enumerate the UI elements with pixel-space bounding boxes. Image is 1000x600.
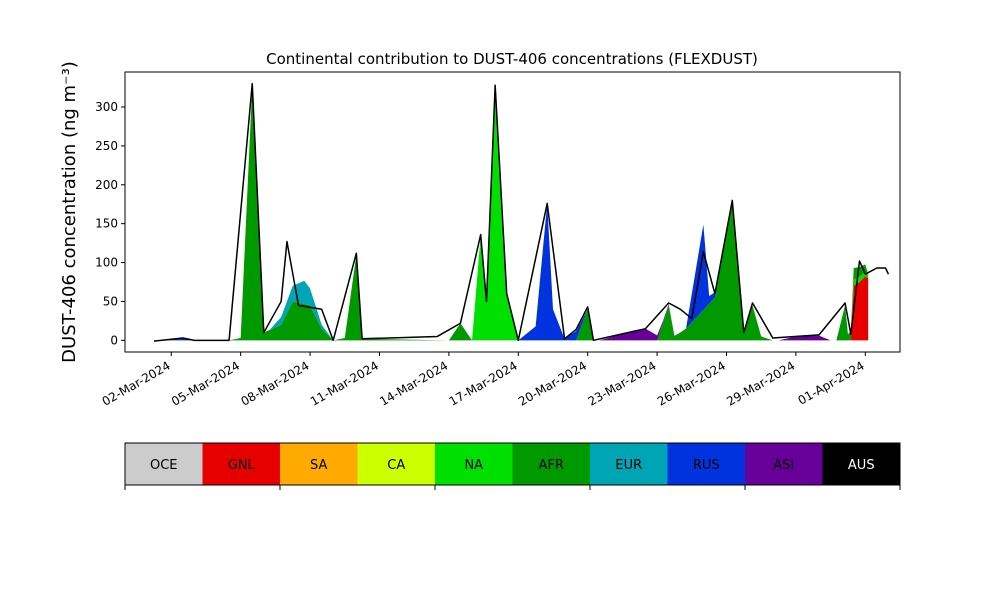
- legend-label-sa: SA: [310, 458, 327, 473]
- legend-label-asi: ASI: [773, 458, 794, 473]
- y-tick-label: 0: [110, 333, 118, 347]
- legend-label-ca: CA: [387, 458, 405, 473]
- y-tick-label: 250: [95, 139, 118, 153]
- legend-label-gnl: GNL: [228, 458, 256, 473]
- y-axis-label: DUST-406 concentration (ng m⁻³): [59, 61, 80, 363]
- legend-swatch-oce: [125, 443, 203, 485]
- y-axis: 0 50 100 150 200 250 300: [95, 100, 125, 347]
- legend-swatch-asi: [745, 443, 823, 485]
- legend-swatch-na: [435, 443, 513, 485]
- legend-swatch-gnl: [202, 443, 281, 485]
- total-concentration-line: [153, 82, 890, 342]
- plot-frame: [124, 71, 901, 353]
- legend-label-eur: EUR: [615, 458, 642, 473]
- legend-label-afr: AFR: [539, 458, 564, 473]
- legend-label-oce: OCE: [150, 458, 178, 473]
- legend-label-rus: RUS: [693, 458, 720, 473]
- total-line: [153, 82, 890, 342]
- chart-title: Continental contribution to DUST-406 con…: [266, 50, 758, 68]
- legend-frame: [124, 442, 901, 486]
- legend-swatch-afr: [512, 443, 591, 485]
- legend-label-aus: AUS: [848, 458, 875, 473]
- y-tick-label: 300: [95, 100, 118, 114]
- legend-swatch-ca: [357, 443, 436, 485]
- legend-swatch-aus: [822, 443, 901, 485]
- y-tick-label: 100: [95, 256, 118, 270]
- legend-label-na: NA: [464, 458, 483, 473]
- region-colorbar-legend: OCE GNL SA CA NA AFR EUR RUS ASI AUS: [124, 442, 901, 490]
- y-tick-label: 50: [103, 294, 118, 308]
- y-tick-label: 150: [95, 217, 118, 231]
- y-tick-label: 200: [95, 178, 118, 192]
- legend-swatch-sa: [280, 443, 358, 485]
- legend-swatch-eur: [590, 443, 668, 485]
- legend-swatch-rus: [667, 443, 746, 485]
